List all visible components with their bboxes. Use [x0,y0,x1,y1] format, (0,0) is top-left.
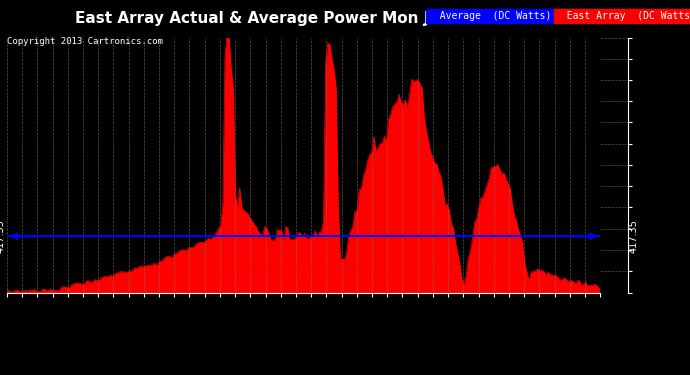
Text: East Array  (DC Watts): East Array (DC Watts) [555,11,690,21]
Text: Average  (DC Watts): Average (DC Watts) [428,11,557,21]
Text: 417.35: 417.35 [0,219,6,253]
Text: 417.35: 417.35 [629,219,638,253]
Text: East Array Actual & Average Power Mon Jan 28 16:58: East Array Actual & Average Power Mon Ja… [75,11,532,26]
Text: Copyright 2013 Cartronics.com: Copyright 2013 Cartronics.com [7,38,163,46]
